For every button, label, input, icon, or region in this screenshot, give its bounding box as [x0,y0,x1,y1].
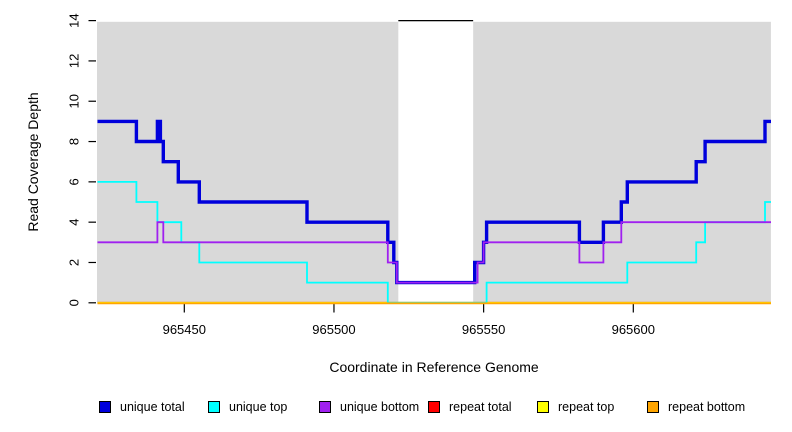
legend-item-repeat-top: repeat top [537,400,614,414]
legend-label: repeat total [449,400,512,414]
legend-swatch [319,401,331,413]
x-axis-title: Coordinate in Reference Genome [329,359,539,375]
legend-item-unique-total: unique total [99,400,185,414]
y-tick-label: 4 [67,219,82,226]
legend-swatch [208,401,220,413]
legend-swatch [428,401,440,413]
x-tick-label: 965450 [163,322,206,337]
y-tick-label: 6 [67,178,82,185]
y-tick-label: 2 [67,259,82,266]
legend-swatch [99,401,111,413]
series-unique-top [97,181,771,304]
legend-swatch [647,401,659,413]
masked-region [398,21,474,304]
legend-label: unique top [229,400,288,414]
y-tick-label: 8 [67,138,82,145]
legend-swatch [537,401,549,413]
legend-item-repeat-total: repeat total [428,400,512,414]
legend-item-repeat-bottom: repeat bottom [647,400,745,414]
y-tick-label: 0 [67,299,82,306]
legend-item-unique-top: unique top [208,400,287,414]
x-tick-label: 965600 [612,322,655,337]
x-tick-label: 965550 [462,322,505,337]
series-unique-bottom [97,221,771,284]
y-axis-title: Read Coverage Depth [25,92,41,232]
x-tick-label: 965500 [312,322,355,337]
legend-label: repeat bottom [668,400,746,414]
legend-label: unique bottom [340,400,420,414]
y-tick-label: 12 [67,54,82,68]
legend-item-unique-bottom: unique bottom [319,400,419,414]
y-tick-label: 10 [67,94,82,108]
legend-label: unique total [120,400,185,414]
y-tick-label: 14 [67,13,82,27]
legend-label: repeat top [558,400,615,414]
